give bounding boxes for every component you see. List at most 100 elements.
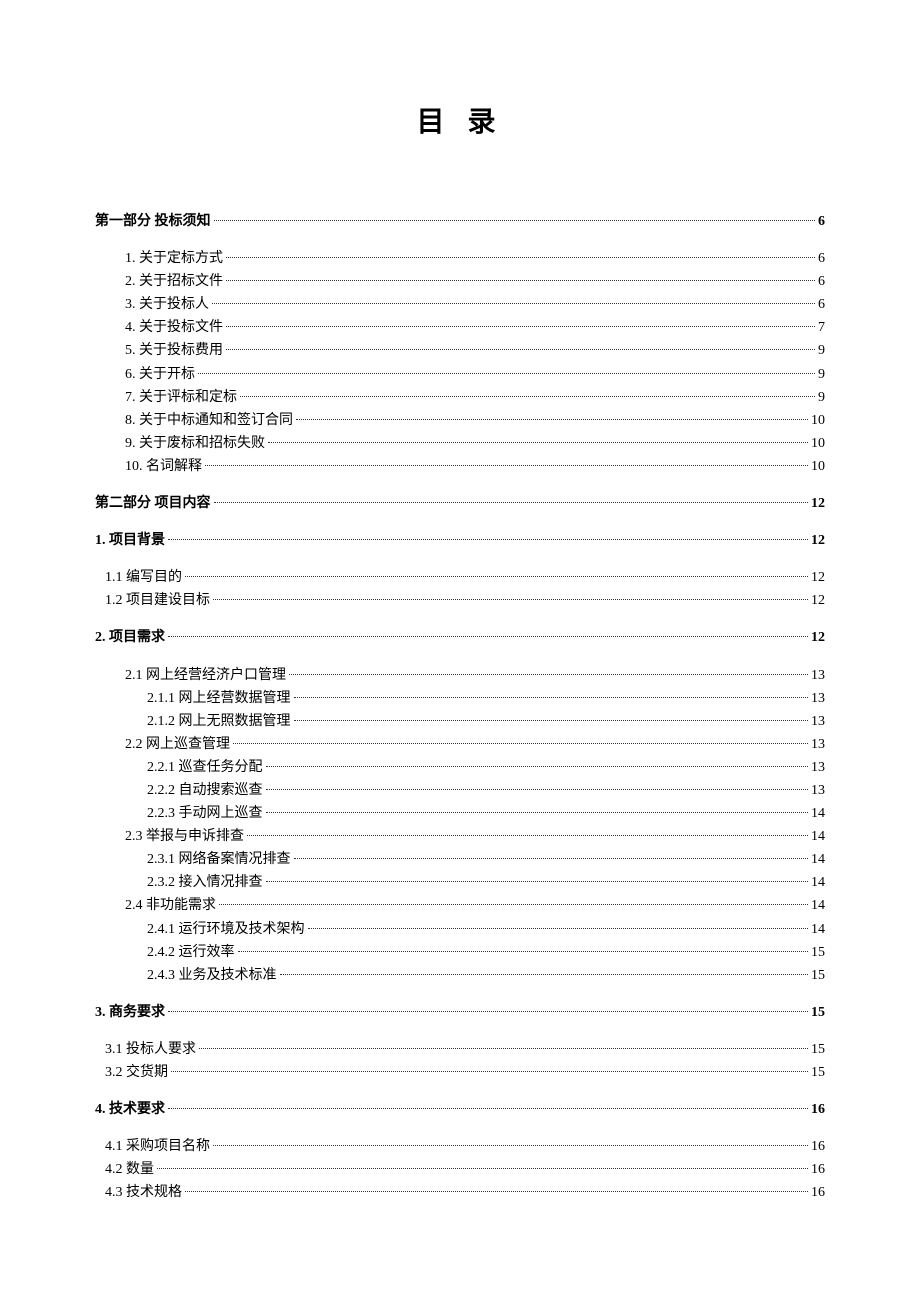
toc-page-number: 6 xyxy=(818,293,825,316)
toc-label: 2. 关于招标文件 xyxy=(125,270,223,293)
toc-entry[interactable]: 4. 关于投标文件 7 xyxy=(125,316,825,339)
toc-entry[interactable]: 第一部分 投标须知6 xyxy=(95,210,825,233)
toc-page-number: 13 xyxy=(811,733,825,756)
toc-label: 5. 关于投标费用 xyxy=(125,339,223,362)
toc-entry[interactable]: 2.3 举报与申诉排查 14 xyxy=(125,825,825,848)
toc-label: 1. 关于定标方式 xyxy=(125,247,223,270)
toc-entry[interactable]: 2.1 网上经营经济户口管理 13 xyxy=(125,664,825,687)
toc-entry[interactable]: 2.4.1 运行环境及技术架构14 xyxy=(147,918,825,941)
toc-entry[interactable]: 4.1 采购项目名称 16 xyxy=(105,1135,825,1158)
toc-entry[interactable]: 2.3.1 网络备案情况排查14 xyxy=(147,848,825,871)
toc-page-number: 13 xyxy=(811,687,825,710)
toc-page-number: 6 xyxy=(818,210,825,233)
toc-page-number: 9 xyxy=(818,363,825,386)
toc-entry[interactable]: 2.4 非功能需求 14 xyxy=(125,894,825,917)
toc-entry[interactable]: 3. 商务要求 15 xyxy=(95,1001,825,1024)
toc-leader-dots xyxy=(168,539,808,540)
toc-page-number: 12 xyxy=(811,566,825,589)
toc-page-number: 14 xyxy=(811,894,825,917)
toc-page-number: 14 xyxy=(811,871,825,894)
toc-page-number: 16 xyxy=(811,1181,825,1204)
toc-page-number: 6 xyxy=(818,270,825,293)
toc-label: 2.4 非功能需求 xyxy=(125,894,216,917)
toc-leader-dots xyxy=(266,766,809,767)
toc-page-number: 13 xyxy=(811,779,825,802)
toc-entry[interactable]: 2.1.2 网上无照数据管理13 xyxy=(147,710,825,733)
toc-entry[interactable]: 5. 关于投标费用 9 xyxy=(125,339,825,362)
toc-leader-dots xyxy=(185,576,808,577)
toc-leader-dots xyxy=(213,1145,808,1146)
toc-leader-dots xyxy=(294,697,809,698)
toc-entry[interactable]: 2.2.1 巡查任务分配13 xyxy=(147,756,825,779)
toc-label: 3. 商务要求 xyxy=(95,1001,165,1024)
toc-page-number: 16 xyxy=(811,1135,825,1158)
toc-label: 2.2 网上巡查管理 xyxy=(125,733,230,756)
toc-entry[interactable]: 1. 关于定标方式 6 xyxy=(125,247,825,270)
toc-leader-dots xyxy=(214,220,816,221)
toc-page-number: 15 xyxy=(811,1061,825,1084)
toc-entry[interactable]: 1.2 项目建设目标12 xyxy=(105,589,825,612)
toc-entry[interactable]: 2.4.2 运行效率15 xyxy=(147,941,825,964)
toc-page-number: 15 xyxy=(811,941,825,964)
toc-label: 2.1 网上经营经济户口管理 xyxy=(125,664,286,687)
toc-entry[interactable]: 2.3.2 接入情况排查 14 xyxy=(147,871,825,894)
toc-label: 4.2 数量 xyxy=(105,1158,154,1181)
toc-leader-dots xyxy=(226,280,815,281)
toc-page-number: 12 xyxy=(811,589,825,612)
toc-entry[interactable]: 2.4.3 业务及技术标准 15 xyxy=(147,964,825,987)
toc-leader-dots xyxy=(266,812,809,813)
toc-label: 2.3.2 接入情况排查 xyxy=(147,871,263,894)
toc-entry[interactable]: 2. 关于招标文件 6 xyxy=(125,270,825,293)
toc-leader-dots xyxy=(247,835,808,836)
toc-page-number: 14 xyxy=(811,825,825,848)
toc-page-number: 12 xyxy=(811,626,825,649)
page-title: 目 录 xyxy=(95,100,825,140)
toc-label: 2.2.3 手动网上巡查 xyxy=(147,802,263,825)
toc-leader-dots xyxy=(226,326,815,327)
toc-leader-dots xyxy=(185,1191,808,1192)
toc-leader-dots xyxy=(308,928,809,929)
toc-entry[interactable]: 2.2.3 手动网上巡查14 xyxy=(147,802,825,825)
toc-entry[interactable]: 2. 项目需求 12 xyxy=(95,626,825,649)
toc-leader-dots xyxy=(168,636,808,637)
toc-leader-dots xyxy=(240,396,815,397)
toc-leader-dots xyxy=(212,303,815,304)
toc-entry[interactable]: 4.3 技术规格 16 xyxy=(105,1181,825,1204)
toc-entry[interactable]: 4. 技术要求16 xyxy=(95,1098,825,1121)
toc-page-number: 12 xyxy=(811,492,825,515)
toc-entry[interactable]: 2.2 网上巡查管理 13 xyxy=(125,733,825,756)
toc-entry[interactable]: 7. 关于评标和定标 9 xyxy=(125,386,825,409)
toc-entry[interactable]: 10. 名词解释 10 xyxy=(125,455,825,478)
toc-label: 3.1 投标人要求 xyxy=(105,1038,196,1061)
toc-entry[interactable]: 4.2 数量 16 xyxy=(105,1158,825,1181)
toc-label: 2. 项目需求 xyxy=(95,626,165,649)
toc-label: 1.1 编写目的 xyxy=(105,566,182,589)
toc-label: 3.2 交货期 xyxy=(105,1061,168,1084)
toc-entry[interactable]: 3. 关于投标人 6 xyxy=(125,293,825,316)
toc-label: 2.3.1 网络备案情况排查 xyxy=(147,848,291,871)
toc-page-number: 15 xyxy=(811,964,825,987)
toc-label: 4.3 技术规格 xyxy=(105,1181,182,1204)
toc-entry[interactable]: 第二部分 项目内容 12 xyxy=(95,492,825,515)
toc-entry[interactable]: 6. 关于开标 9 xyxy=(125,363,825,386)
toc-entry[interactable]: 2.2.2 自动搜索巡查13 xyxy=(147,779,825,802)
toc-entry[interactable]: 8. 关于中标通知和签订合同 10 xyxy=(125,409,825,432)
toc-entry[interactable]: 2.1.1 网上经营数据管理 13 xyxy=(147,687,825,710)
toc-leader-dots xyxy=(199,1048,808,1049)
toc-leader-dots xyxy=(233,743,808,744)
toc-leader-dots xyxy=(266,789,809,790)
toc-label: 2.1.1 网上经营数据管理 xyxy=(147,687,291,710)
toc-page-number: 13 xyxy=(811,664,825,687)
toc-page-number: 15 xyxy=(811,1001,825,1024)
toc-entry[interactable]: 1. 项目背景12 xyxy=(95,529,825,552)
toc-leader-dots xyxy=(157,1168,808,1169)
toc-entry[interactable]: 9. 关于废标和招标失败 10 xyxy=(125,432,825,455)
toc-leader-dots xyxy=(198,373,815,374)
toc-entry[interactable]: 1.1 编写目的 12 xyxy=(105,566,825,589)
toc-label: 第二部分 项目内容 xyxy=(95,492,211,515)
toc-label: 2.3 举报与申诉排查 xyxy=(125,825,244,848)
toc-label: 2.4.3 业务及技术标准 xyxy=(147,964,277,987)
toc-leader-dots xyxy=(205,465,808,466)
toc-entry[interactable]: 3.2 交货期 15 xyxy=(105,1061,825,1084)
toc-entry[interactable]: 3.1 投标人要求 15 xyxy=(105,1038,825,1061)
